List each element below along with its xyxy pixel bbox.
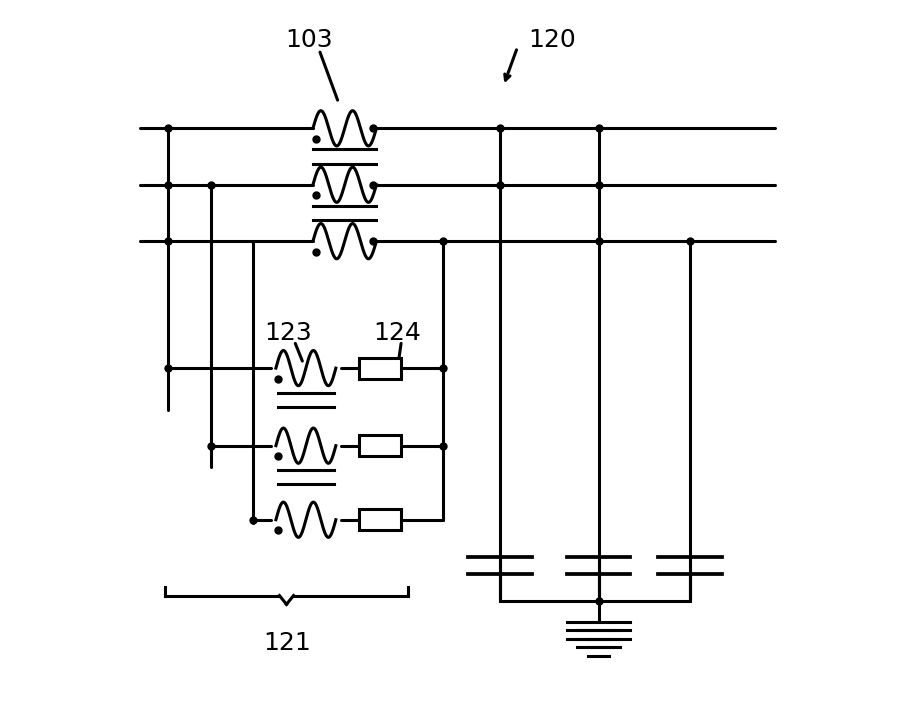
- Text: 121: 121: [263, 631, 311, 655]
- Text: 123: 123: [264, 321, 312, 345]
- Text: 124: 124: [373, 321, 422, 345]
- Text: 103: 103: [285, 28, 333, 52]
- FancyBboxPatch shape: [359, 358, 401, 379]
- Text: 120: 120: [528, 28, 576, 52]
- FancyBboxPatch shape: [359, 435, 401, 456]
- FancyBboxPatch shape: [359, 509, 401, 530]
